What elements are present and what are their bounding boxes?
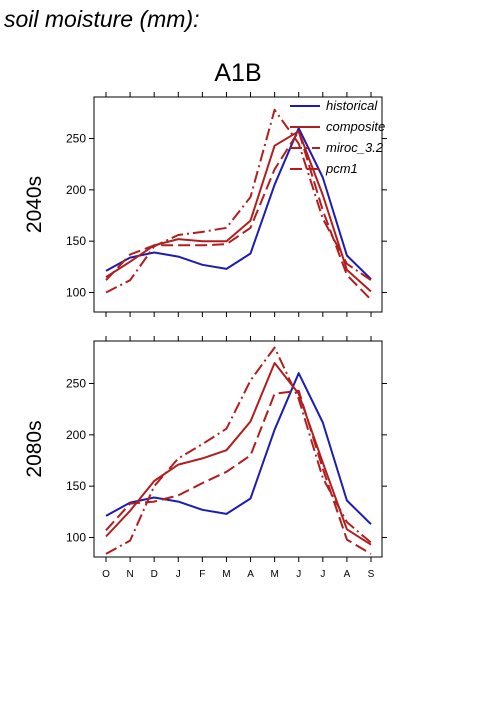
scenario-title: A1B [214, 59, 261, 87]
series-line-miroc-3-2 [105, 346, 372, 555]
x-tick-label: F [199, 569, 205, 580]
plot-frame [93, 96, 383, 313]
series-line-composite [105, 130, 372, 293]
series-line-pcm1 [105, 389, 372, 555]
series-line-miroc-3-2 [105, 108, 372, 294]
y-tick-label: 150 [66, 234, 86, 248]
y-tick-label: 250 [66, 377, 86, 391]
legend: historical composite miroc_3.2 pcm1 [290, 98, 385, 176]
x-tick-label: J [176, 569, 181, 580]
legend-label: pcm1 [325, 161, 358, 176]
x-tick-label: D [151, 569, 158, 580]
x-tick-label: A [247, 569, 254, 580]
x-tick-label: A [344, 569, 351, 580]
y-tick-label: 100 [66, 286, 86, 300]
y-tick-label: 100 [66, 531, 86, 545]
series-line-pcm1 [105, 130, 372, 301]
panel-label: 2040s [23, 176, 46, 233]
x-tick-label: M [222, 569, 230, 580]
y-tick-label: 200 [66, 428, 86, 442]
series-line-historical [105, 372, 372, 525]
series-line-composite [105, 362, 372, 546]
panel-2080s: 100 150 200 250 O N D J F M A M J J A S 2080s [23, 336, 387, 580]
x-tick-label: M [270, 569, 278, 580]
y-tick-label: 200 [66, 183, 86, 197]
y-tick-label: 150 [66, 479, 86, 493]
x-tick-label: J [296, 569, 301, 580]
plot-frame [93, 340, 383, 558]
x-tick-label: N [126, 569, 133, 580]
y-tick-label: 250 [66, 132, 86, 146]
panel-2040s: 100 150 200 250 2040s [23, 92, 387, 317]
legend-label: historical [326, 98, 378, 113]
x-tick-label: S [368, 569, 375, 580]
legend-label: composite [326, 119, 385, 134]
figure-title: soil moisture (mm): [4, 6, 200, 32]
x-tick-label: O [102, 569, 110, 580]
legend-label: miroc_3.2 [326, 140, 384, 155]
x-tick-label: J [320, 569, 325, 580]
panel-label: 2080s [23, 420, 46, 477]
